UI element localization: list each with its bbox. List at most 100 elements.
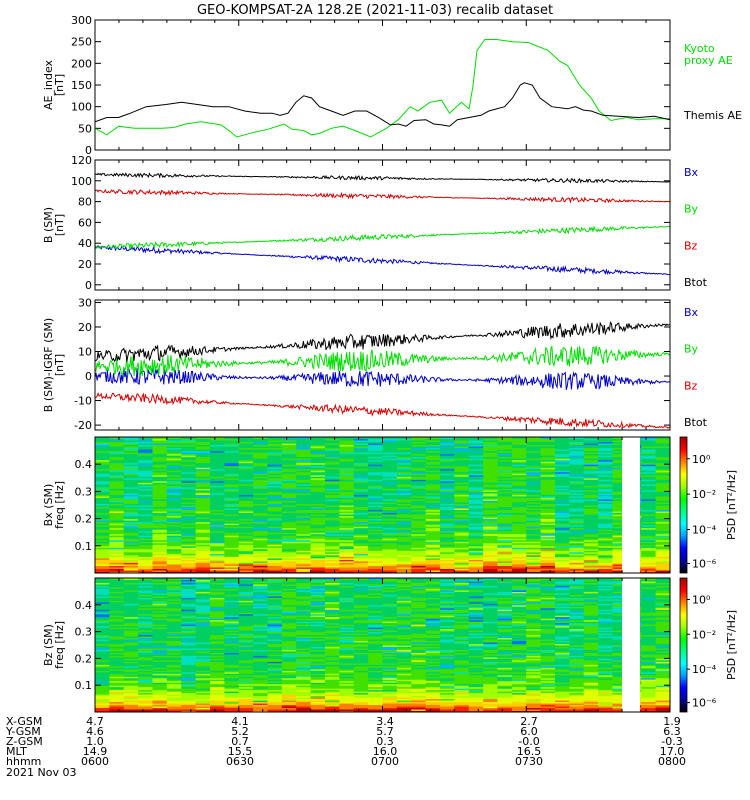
- heatmap-cell: [253, 508, 269, 511]
- heatmap-cell: [526, 538, 542, 541]
- heatmap-cell: [281, 471, 297, 474]
- heatmap-cell: [109, 601, 125, 604]
- heatmap-cell: [195, 709, 211, 712]
- heatmap-cell: [253, 630, 269, 633]
- heatmap-cell: [138, 483, 154, 486]
- heatmap-cell: [210, 450, 225, 453]
- heatmap-cell: [368, 542, 384, 545]
- heatmap-cell: [425, 446, 441, 449]
- heatmap-cell: [152, 615, 168, 618]
- heatmap-cell: [583, 508, 599, 511]
- heatmap-cell: [368, 501, 384, 504]
- heatmap-cell: [138, 486, 154, 489]
- heatmap-cell: [238, 495, 254, 498]
- heatmap-cell: [468, 517, 484, 520]
- heatmap-cell: [152, 624, 168, 627]
- colorbar-tick-label: 10⁻⁴: [692, 523, 717, 536]
- heatmap-cell: [109, 665, 125, 668]
- heatmap-cell: [612, 474, 628, 477]
- heatmap-cell: [569, 527, 585, 530]
- heatmap-cell: [238, 625, 254, 628]
- heatmap-cell: [123, 452, 139, 455]
- heatmap-cell: [238, 686, 254, 689]
- heatmap-cell: [540, 470, 556, 473]
- heatmap-cell: [598, 517, 614, 520]
- heatmap-cell: [526, 506, 542, 509]
- heatmap-cell: [483, 456, 499, 459]
- heatmap-cell: [310, 535, 326, 538]
- heatmap-cell: [109, 670, 125, 673]
- heatmap-cell: [555, 532, 570, 535]
- heatmap-cell: [166, 665, 182, 668]
- heatmap-cell: [123, 688, 139, 691]
- heatmap-cell: [497, 447, 513, 450]
- heatmap-cell: [396, 542, 412, 545]
- heatmap-cell: [612, 521, 628, 524]
- heatmap-cell: [368, 518, 384, 521]
- heatmap-cell: [224, 606, 240, 609]
- heatmap-cell: [569, 497, 585, 500]
- heatmap-cell: [310, 447, 326, 450]
- heatmap-cell: [569, 447, 585, 450]
- y-axis-label: [nT]: [53, 214, 66, 236]
- heatmap-cell: [238, 613, 254, 616]
- heatmap-cell: [641, 464, 657, 467]
- heatmap-cell: [152, 659, 168, 662]
- heatmap-cell: [109, 668, 125, 671]
- heatmap-cell: [152, 464, 168, 467]
- heatmap-cell: [555, 438, 570, 441]
- heatmap-cell: [382, 514, 398, 517]
- heatmap-cell: [368, 514, 384, 517]
- heatmap-cell: [210, 607, 225, 610]
- heatmap-cell: [123, 563, 139, 566]
- heatmap-cell: [583, 486, 599, 489]
- heatmap-cell: [454, 550, 470, 553]
- heatmap-cell: [440, 505, 455, 508]
- heatmap-cell: [95, 542, 110, 545]
- heatmap-cell: [195, 491, 211, 494]
- heatmap-cell: [166, 645, 182, 647]
- heatmap-cell: [511, 476, 527, 479]
- heatmap-cell: [238, 627, 254, 630]
- heatmap-cell: [281, 556, 297, 559]
- heatmap-cell: [598, 563, 614, 566]
- heatmap-cell: [166, 553, 182, 556]
- heatmap-cell: [382, 438, 398, 441]
- heatmap-cell: [109, 523, 125, 526]
- heatmap-cell: [95, 704, 110, 707]
- heatmap-cell: [325, 524, 340, 527]
- heatmap-cell: [325, 547, 340, 550]
- heatmap-cell: [468, 520, 484, 523]
- heatmap-cell: [166, 456, 182, 459]
- heatmap-cell: [181, 637, 197, 640]
- heatmap-cell: [123, 511, 139, 514]
- heatmap-cell: [296, 488, 312, 491]
- heatmap-cell: [310, 538, 326, 541]
- heatmap-cell: [497, 452, 513, 455]
- heatmap-cell: [95, 639, 110, 642]
- heatmap-cell: [468, 458, 484, 461]
- heatmap-cell: [210, 606, 225, 609]
- heatmap-cell: [382, 512, 398, 515]
- heatmap-cell: [224, 612, 240, 615]
- heatmap-cell: [238, 497, 254, 500]
- heatmap-cell: [109, 441, 125, 444]
- heatmap-cell: [468, 512, 484, 515]
- heatmap-cell: [123, 628, 139, 631]
- heatmap-cell: [224, 600, 240, 603]
- heatmap-cell: [95, 547, 110, 550]
- heatmap-cell: [598, 571, 614, 574]
- heatmap-cell: [468, 456, 484, 459]
- heatmap-cell: [468, 571, 484, 574]
- heatmap-cell: [166, 459, 182, 462]
- heatmap-cell: [540, 498, 556, 501]
- heatmap-cell: [411, 485, 427, 488]
- heatmap-cell: [267, 517, 283, 520]
- heatmap-cell: [152, 639, 168, 642]
- heatmap-cell: [195, 545, 211, 548]
- heatmap-cell: [612, 452, 628, 455]
- heatmap-cell: [468, 505, 484, 508]
- heatmap-cell: [181, 464, 197, 467]
- heatmap-cell: [166, 692, 182, 695]
- heatmap-cell: [641, 468, 657, 471]
